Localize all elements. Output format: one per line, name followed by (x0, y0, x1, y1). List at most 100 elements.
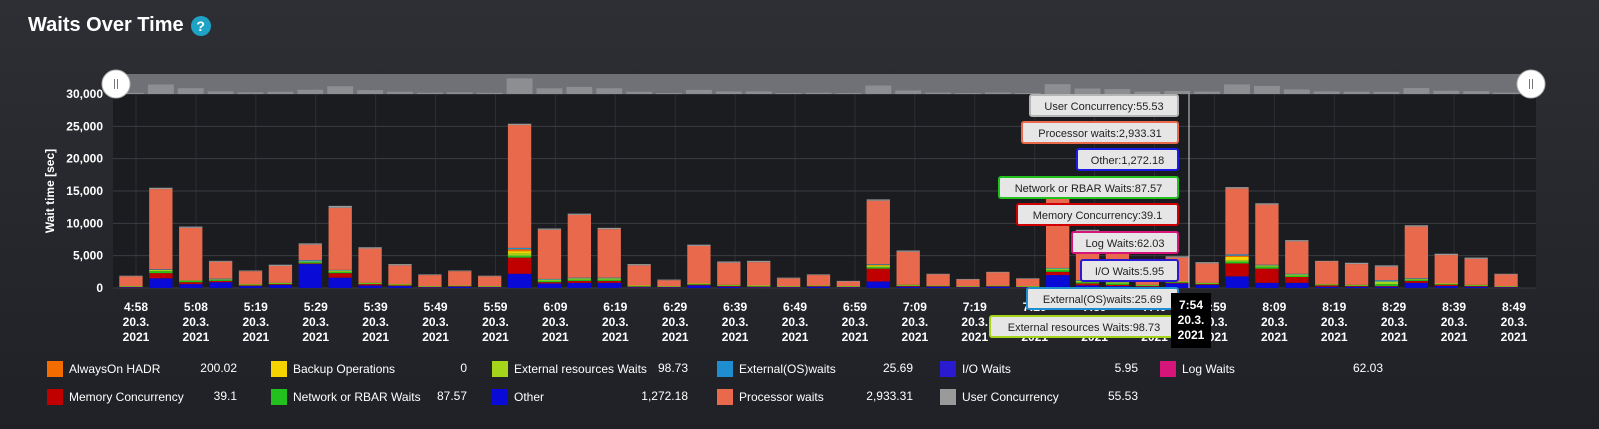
bar-segment[interactable] (507, 257, 532, 274)
bar-segment[interactable] (1404, 225, 1429, 227)
bar-segment[interactable] (1255, 268, 1279, 283)
bar-segment[interactable] (208, 279, 233, 281)
bar-segment[interactable] (179, 227, 203, 281)
bar-segment[interactable] (208, 260, 233, 262)
bar-segment[interactable] (448, 286, 472, 287)
bar-segment[interactable] (1225, 276, 1249, 288)
bar-segment[interactable] (657, 287, 681, 288)
bar-segment[interactable] (866, 266, 890, 268)
bar-segment[interactable] (149, 187, 173, 190)
bar-segment[interactable] (597, 282, 621, 288)
bar-segment[interactable] (1374, 284, 1399, 287)
bar-segment[interactable] (388, 285, 412, 287)
bar-segment[interactable] (478, 286, 502, 288)
bar-segment[interactable] (687, 284, 711, 286)
legend-item[interactable]: External(OS)waits (717, 359, 836, 379)
legend-item[interactable]: Processor waits (717, 387, 824, 407)
bar-segment[interactable] (1434, 283, 1458, 285)
bar-segment[interactable] (1404, 278, 1429, 280)
bar-segment[interactable] (627, 264, 651, 266)
bar-segment[interactable] (119, 286, 143, 287)
bar-segment[interactable] (776, 286, 801, 287)
bar-segment[interactable] (776, 278, 801, 287)
bar-segment[interactable] (119, 276, 143, 287)
bar-segment[interactable] (1255, 266, 1279, 269)
bar-segment[interactable] (567, 213, 592, 215)
bar-segment[interactable] (149, 189, 173, 270)
bar-segment[interactable] (1404, 226, 1429, 279)
bar-segment[interactable] (1434, 253, 1458, 256)
bar-segment[interactable] (1195, 283, 1219, 285)
bar-segment[interactable] (1404, 278, 1429, 279)
bar-segment[interactable] (1285, 282, 1309, 288)
bar-segment[interactable] (776, 277, 801, 279)
bar-segment[interactable] (537, 278, 562, 280)
bar-segment[interactable] (1434, 255, 1458, 284)
bar-segment[interactable] (388, 265, 412, 285)
bar-segment[interactable] (926, 274, 950, 286)
bar-segment[interactable] (806, 285, 831, 286)
bar-segment[interactable] (268, 264, 293, 267)
bar-segment[interactable] (657, 280, 681, 287)
bar-segment[interactable] (986, 285, 1010, 286)
bar-segment[interactable] (1464, 284, 1488, 286)
bar-segment[interactable] (597, 229, 621, 278)
bar-segment[interactable] (328, 269, 352, 271)
bar-segment[interactable] (1075, 285, 1100, 288)
bar-segment[interactable] (687, 245, 711, 284)
bar-segment[interactable] (208, 282, 233, 288)
bar-segment[interactable] (1494, 286, 1518, 287)
bar-segment[interactable] (657, 286, 681, 287)
bar-segment[interactable] (1016, 286, 1040, 287)
bar-segment[interactable] (179, 284, 203, 288)
bar-segment[interactable] (1045, 267, 1070, 269)
bar-segment[interactable] (1285, 273, 1309, 275)
bar-segment[interactable] (567, 282, 592, 288)
bar-segment[interactable] (1165, 282, 1189, 284)
range-handle-right[interactable] (1516, 69, 1546, 99)
bar-segment[interactable] (1016, 278, 1040, 287)
bar-segment[interactable] (1344, 284, 1369, 286)
bar-segment[interactable] (298, 243, 322, 245)
bar-segment[interactable] (896, 284, 920, 286)
bar-segment[interactable] (1344, 285, 1369, 287)
bar-segment[interactable] (448, 286, 472, 288)
range-navigator[interactable] (113, 74, 1533, 94)
bar-segment[interactable] (418, 274, 442, 276)
bar-segment[interactable] (1045, 268, 1070, 270)
bar-segment[interactable] (358, 247, 382, 249)
bar-segment[interactable] (1344, 286, 1369, 288)
bar-segment[interactable] (1045, 275, 1070, 288)
legend-item[interactable]: Other (492, 387, 544, 407)
bar-segment[interactable] (478, 276, 502, 287)
bar-segment[interactable] (149, 269, 173, 270)
bar-segment[interactable] (747, 287, 771, 288)
bar-segment[interactable] (268, 284, 293, 285)
bar-segment[interactable] (896, 250, 920, 252)
bar-segment[interactable] (1225, 256, 1249, 261)
bar-segment[interactable] (1135, 286, 1159, 287)
bar-segment[interactable] (717, 261, 741, 263)
bar-segment[interactable] (776, 286, 801, 288)
bar-segment[interactable] (1344, 262, 1369, 265)
bar-segment[interactable] (1404, 279, 1429, 281)
bar-segment[interactable] (747, 262, 771, 286)
bar-segment[interactable] (1045, 269, 1070, 272)
bar-segment[interactable] (627, 285, 651, 287)
bar-segment[interactable] (238, 285, 263, 287)
bar-segment[interactable] (1464, 285, 1488, 287)
bar-segment[interactable] (956, 286, 980, 287)
bar-segment[interactable] (238, 284, 263, 286)
bar-segment[interactable] (926, 286, 950, 288)
legend-item[interactable]: AlwaysOn HADR (47, 359, 160, 379)
bar-segment[interactable] (567, 279, 592, 281)
bar-segment[interactable] (1374, 281, 1399, 285)
bar-segment[interactable] (328, 205, 352, 208)
bar-segment[interactable] (1374, 266, 1399, 281)
bar-segment[interactable] (1285, 240, 1309, 242)
bar-segment[interactable] (866, 268, 890, 282)
bar-segment[interactable] (1344, 264, 1369, 285)
bar-segment[interactable] (298, 264, 322, 288)
bar-segment[interactable] (687, 284, 711, 285)
bar-segment[interactable] (806, 285, 831, 287)
